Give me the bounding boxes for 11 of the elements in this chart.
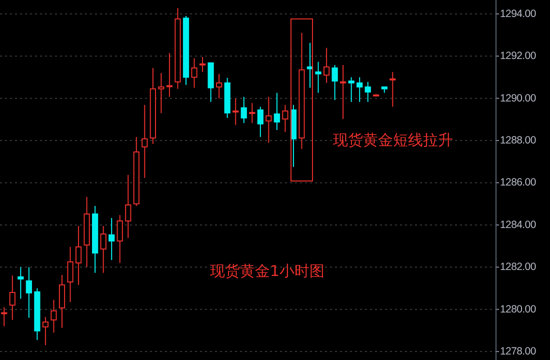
y-tick-label: 1292.00 [500,50,536,62]
y-tick-label: 1282.00 [500,261,536,274]
y-tick-label: 1294.00 [500,8,536,20]
y-tick-label: 1290.00 [500,92,536,104]
annotation: 现货黄金1小时图 [210,262,325,280]
y-tick-label: 1286.00 [500,176,536,189]
y-tick-label: 1280.00 [500,303,536,316]
annotation: 现货黄金短线拉升 [333,130,454,149]
y-tick-label: 1284.00 [500,218,536,231]
y-tick-label: 1288.00 [500,134,536,147]
y-tick-label: 1278.00 [500,346,536,358]
